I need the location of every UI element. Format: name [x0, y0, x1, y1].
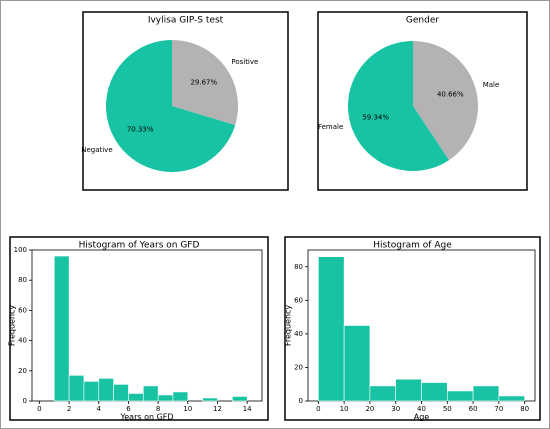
x-tick-label: 14 — [243, 405, 252, 413]
x-tick-label: 2 — [67, 405, 71, 413]
y-axis-label: Frequency — [284, 305, 293, 347]
hist-bar — [395, 378, 422, 402]
chart-title: Histogram of Years on GFD — [79, 241, 200, 251]
y-tick-label: 0 — [299, 397, 303, 405]
x-tick-label: 8 — [156, 405, 160, 413]
x-tick-label: 0 — [37, 405, 41, 413]
pie-slice — [172, 40, 238, 126]
slice-percent: 40.66% — [437, 91, 464, 99]
slice-label: Positive — [231, 58, 258, 66]
slice-percent: 59.34% — [362, 113, 389, 121]
hist-bar — [318, 256, 345, 402]
slice-percent: 70.33% — [127, 126, 154, 134]
slice-label: Female — [318, 123, 343, 131]
slice-percent: 29.67% — [190, 78, 217, 86]
panel-border — [9, 236, 269, 421]
x-tick-label: 6 — [126, 405, 131, 413]
hist-bar — [446, 390, 474, 402]
x-axis-label: Years on GFD — [119, 413, 173, 422]
chart-title: Histogram of Age — [373, 241, 452, 251]
x-tick-label: 40 — [417, 405, 426, 413]
x-tick-label: 10 — [340, 405, 349, 413]
x-tick-label: 20 — [365, 405, 374, 413]
slice-label: Male — [483, 81, 500, 89]
hist-bar — [157, 394, 174, 402]
y-tick-label: 80 — [18, 276, 27, 284]
pie-slice — [413, 41, 478, 161]
hist-bar — [83, 381, 100, 402]
hist-bar — [472, 385, 500, 402]
y-tick-label: 40 — [18, 337, 27, 345]
hist-bar — [128, 393, 144, 402]
x-tick-label: 4 — [97, 405, 102, 413]
y-tick-label: 20 — [294, 363, 303, 371]
hist-bar — [142, 385, 159, 402]
hist-bar — [343, 325, 371, 402]
hist-bar — [232, 396, 248, 402]
chart-title: Gender — [406, 16, 439, 26]
x-tick-label: 10 — [183, 405, 192, 413]
x-tick-label: 80 — [520, 405, 529, 413]
y-tick-label: 0 — [23, 397, 27, 405]
slice-label: Negative — [81, 146, 112, 154]
x-tick-label: 60 — [469, 405, 478, 413]
y-tick-label: 80 — [294, 263, 303, 271]
pie-slice — [348, 41, 449, 171]
pie-slice — [105, 40, 236, 172]
x-tick-label: 30 — [391, 405, 400, 413]
y-tick-label: 100 — [14, 246, 27, 254]
x-tick-label: 12 — [213, 405, 222, 413]
chart-title: Ivylisa GIP-S test — [148, 16, 224, 26]
hist-bar — [113, 384, 129, 402]
hist-bar — [53, 255, 70, 402]
x-tick-label: 50 — [443, 405, 452, 413]
y-axis-label: Frequency — [8, 305, 17, 347]
x-axis-label: Age — [414, 413, 430, 422]
hist-bar — [172, 391, 189, 402]
hist-bar — [202, 397, 218, 402]
hist-bar — [498, 395, 525, 402]
y-tick-label: 60 — [18, 306, 27, 314]
hist-bar — [369, 385, 397, 402]
y-tick-label: 60 — [294, 296, 303, 304]
hist-bar — [68, 375, 85, 402]
hist-bar — [98, 378, 114, 402]
y-tick-label: 40 — [294, 330, 303, 338]
x-tick-label: 0 — [316, 405, 320, 413]
x-tick-label: 70 — [494, 405, 503, 413]
hist-bar — [421, 382, 448, 402]
y-tick-label: 20 — [18, 367, 27, 375]
